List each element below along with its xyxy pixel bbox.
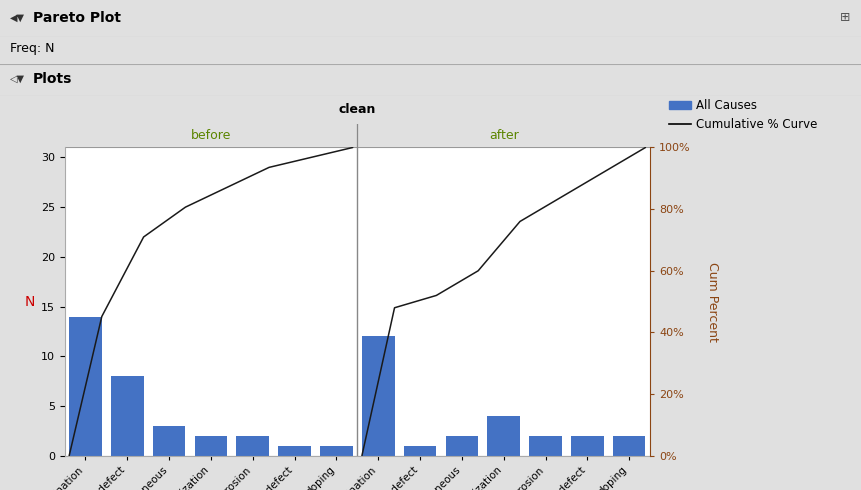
Text: after: after xyxy=(489,129,518,142)
Bar xyxy=(320,446,353,456)
Text: Plots: Plots xyxy=(33,72,72,86)
Bar xyxy=(195,436,227,456)
Text: before: before xyxy=(191,129,231,142)
Bar xyxy=(404,446,437,456)
Y-axis label: N: N xyxy=(24,294,34,309)
Bar xyxy=(487,416,520,456)
Bar xyxy=(111,376,144,456)
Bar xyxy=(278,446,311,456)
Bar xyxy=(445,436,478,456)
Text: ⊞: ⊞ xyxy=(840,11,851,24)
Bar xyxy=(237,436,269,456)
Bar xyxy=(571,436,604,456)
Bar xyxy=(152,426,185,456)
Text: clean: clean xyxy=(338,103,376,116)
Text: Pareto Plot: Pareto Plot xyxy=(33,11,121,24)
Bar xyxy=(69,317,102,456)
Text: Freq: N: Freq: N xyxy=(10,42,55,55)
Bar xyxy=(530,436,562,456)
Y-axis label: Cum Percent: Cum Percent xyxy=(706,262,720,342)
Bar xyxy=(362,337,394,456)
Text: ◀▼: ◀▼ xyxy=(10,13,25,23)
Bar xyxy=(613,436,646,456)
Legend: All Causes, Cumulative % Curve: All Causes, Cumulative % Curve xyxy=(665,95,822,136)
Text: ◁▼: ◁▼ xyxy=(10,74,25,84)
